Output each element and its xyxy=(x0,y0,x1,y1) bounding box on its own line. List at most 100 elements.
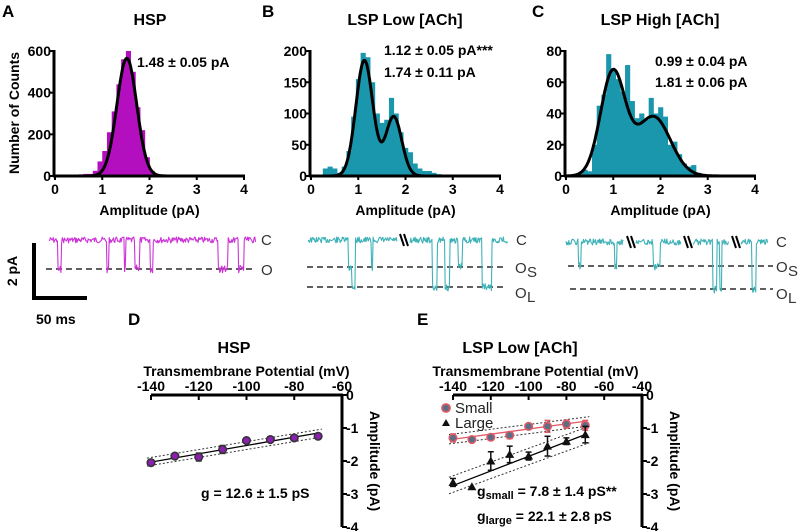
histogram-bar xyxy=(116,84,122,176)
break-mark xyxy=(735,235,741,249)
x-tick-label: 4 xyxy=(240,181,248,197)
y-tick-label: 40 xyxy=(546,106,562,122)
data-point xyxy=(448,477,458,486)
histogram-bar xyxy=(379,122,385,176)
chart-title: HSP xyxy=(218,340,251,357)
annotation-subscript: large xyxy=(486,515,512,527)
annotation-value: = 22.1 ± 2.8 pS xyxy=(512,508,612,524)
histogram-bar xyxy=(398,132,404,176)
state-label-closed: C xyxy=(516,232,527,249)
x-axis-label: Transmembrane Potential (mV) xyxy=(432,363,638,379)
histogram-bar xyxy=(125,51,131,176)
y-tick-label: -2 xyxy=(346,453,359,469)
y-tick-label: 50 xyxy=(291,137,307,153)
x-tick-label: 4 xyxy=(751,181,759,197)
annotation-value: = 7.8 ± 1.4 pS** xyxy=(514,483,618,499)
chart-title: LSP High [ACh] xyxy=(601,12,720,29)
data-point xyxy=(524,451,534,460)
histogram-bar xyxy=(667,144,673,176)
current-trace xyxy=(740,238,769,293)
data-point xyxy=(543,441,552,450)
y-tick-label: 0 xyxy=(43,168,51,184)
histogram-bar xyxy=(135,107,141,176)
histogram-bar xyxy=(431,172,437,176)
legend-marker-small xyxy=(441,403,451,413)
state-label-open-large: O xyxy=(515,285,527,302)
y-tick-label: 80 xyxy=(546,43,562,59)
y-axis-label: Amplitude (pA) xyxy=(667,411,683,511)
histogram-bar xyxy=(582,169,588,176)
y-tick-label: 200 xyxy=(28,126,52,142)
histogram-bar xyxy=(653,113,659,176)
x-tick-label: -40 xyxy=(632,378,652,394)
y-tick-label: 20 xyxy=(546,137,562,153)
chart-title: LSP Low [ACh] xyxy=(462,340,577,357)
panel-label-c: C xyxy=(532,2,544,21)
x-axis-label: Transmembrane Potential (mV) xyxy=(143,363,349,379)
data-point xyxy=(218,444,228,455)
histogram-bar xyxy=(591,144,598,176)
current-trace xyxy=(565,238,624,270)
data-point xyxy=(289,433,299,443)
histogram-bar xyxy=(615,79,621,176)
current-trace xyxy=(48,236,257,274)
data-point xyxy=(170,451,180,461)
x-tick-label: -120 xyxy=(185,378,213,394)
conductance-annotation: glarge = 22.1 ± 2.8 pS xyxy=(477,508,612,527)
current-trace xyxy=(307,236,398,290)
annotation-symbol: g xyxy=(477,483,486,499)
fit-annotation: 1.81 ± 0.06 pA xyxy=(655,74,748,90)
legend-label-large: Large xyxy=(455,415,493,432)
histogram-lsp-low: LSP Low [ACh] 0 1 2 3 4 0 50 100 150 200 Amplitude … xyxy=(284,12,504,218)
panel-label-a: A xyxy=(2,2,14,21)
confidence-band-line xyxy=(448,425,590,445)
histogram-bar xyxy=(610,69,617,176)
histogram-bar xyxy=(346,151,352,176)
x-tick-label: -80 xyxy=(556,378,576,394)
x-axis-label: Amplitude (pA) xyxy=(99,202,199,218)
state-label-open-large: O xyxy=(776,286,788,303)
data-point xyxy=(486,456,496,465)
histogram-bar xyxy=(648,97,654,176)
histogram-bar xyxy=(365,57,371,176)
histogram-bar xyxy=(355,79,362,176)
current-trace xyxy=(635,238,682,271)
conductance-annotation: gsmall = 7.8 ± 1.4 pS** xyxy=(477,483,617,502)
x-tick-label: 3 xyxy=(449,181,457,197)
histogram-bar xyxy=(130,71,136,176)
data-point xyxy=(265,435,275,445)
y-tick-label: -2 xyxy=(646,453,659,469)
break-mark xyxy=(731,235,737,249)
data-point xyxy=(146,458,156,468)
x-tick-label: 1 xyxy=(609,181,617,197)
data-point xyxy=(467,482,477,491)
y-tick-label: 200 xyxy=(284,43,308,59)
x-tick-label: -140 xyxy=(137,378,165,394)
histogram-bar xyxy=(681,163,687,176)
histogram-bar xyxy=(351,116,357,176)
state-subscript: L xyxy=(788,290,796,307)
x-tick-label: 0 xyxy=(307,181,315,197)
data-point xyxy=(313,431,323,441)
y-tick-label: 0 xyxy=(646,387,654,403)
histogram-bar xyxy=(327,166,333,176)
histogram-bar xyxy=(140,130,146,176)
histogram-bar xyxy=(388,97,395,176)
x-tick-label: 2 xyxy=(657,181,665,197)
x-tick-label: 1 xyxy=(98,181,106,197)
fit-annotation: 1.48 ± 0.05 pA xyxy=(137,54,230,70)
histogram-bar xyxy=(629,101,635,176)
annotation-subscript: small xyxy=(486,490,514,502)
histogram-bar xyxy=(97,161,103,176)
current-trace xyxy=(409,236,508,292)
histogram-bar xyxy=(643,119,650,176)
data-point xyxy=(580,430,590,439)
y-tick-label: 60 xyxy=(546,74,562,90)
confidence-band-line xyxy=(448,425,590,478)
histogram-bar xyxy=(677,154,683,176)
x-tick-label: 0 xyxy=(562,181,570,197)
panel-label-d: D xyxy=(128,310,140,329)
data-point xyxy=(561,419,571,429)
